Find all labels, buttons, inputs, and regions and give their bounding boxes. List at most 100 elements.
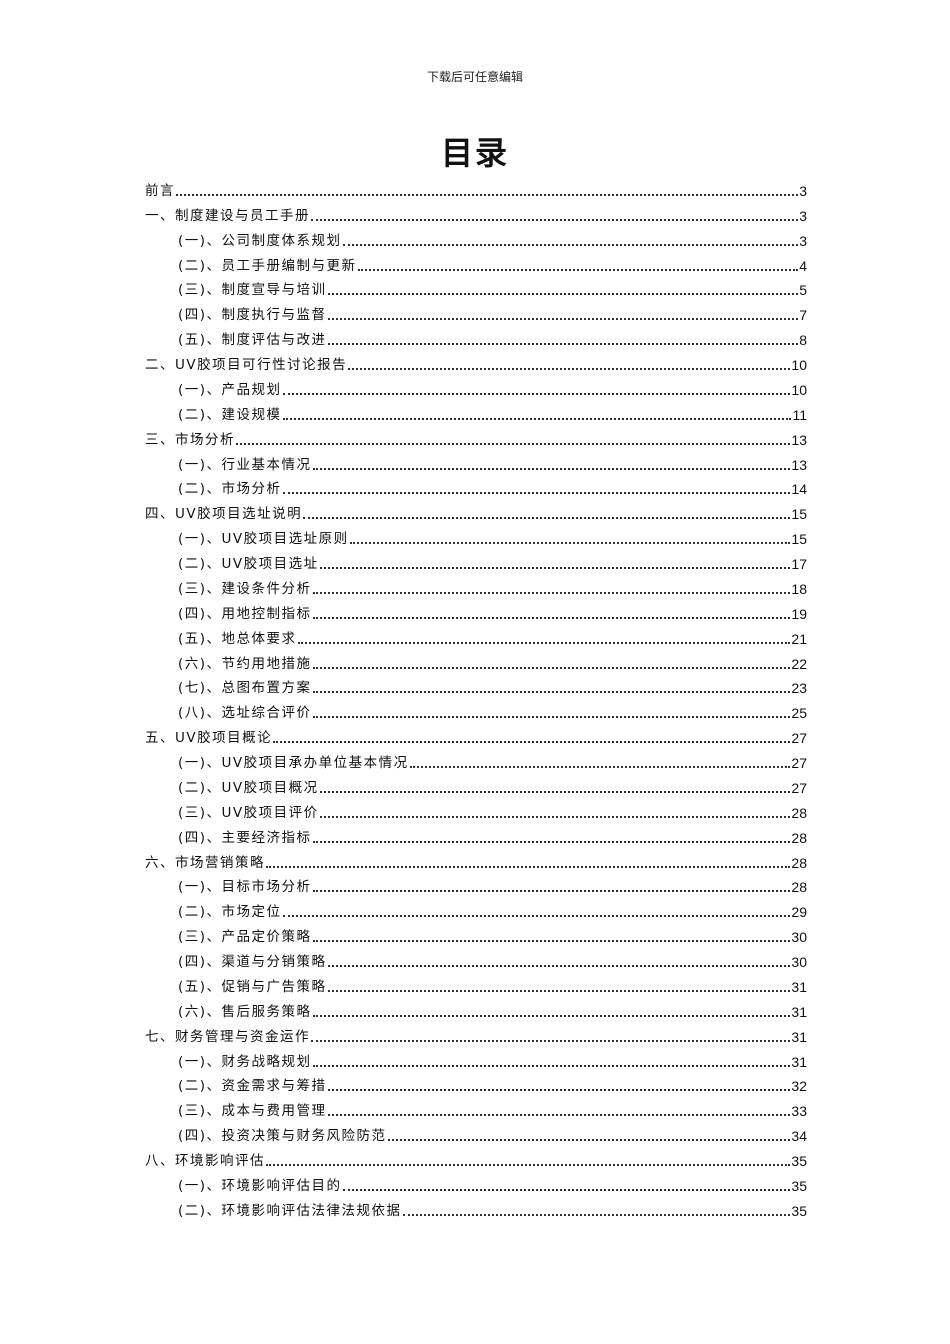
- toc-entry-page: 30: [791, 954, 807, 970]
- toc-entry-label: (一)、公司制度体系规划: [178, 232, 342, 249]
- toc-entry[interactable]: (二)、建设规模 11: [145, 399, 807, 424]
- dot-leader: [282, 417, 792, 420]
- toc-entry[interactable]: (三)、建设条件分析 18: [145, 573, 807, 598]
- toc-entry[interactable]: (一)、目标市场分析 28: [145, 872, 807, 897]
- toc-entry[interactable]: 三、市场分析 13: [145, 424, 807, 449]
- dot-leader: [266, 865, 791, 868]
- toc-entry[interactable]: (二)、市场分析 14: [145, 474, 807, 499]
- toc-entry[interactable]: (四)、用地控制指标 19: [145, 598, 807, 623]
- toc-entry-page: 31: [791, 978, 807, 995]
- toc-entry[interactable]: (八)、选址综合评价 25: [145, 697, 807, 722]
- dot-leader: [402, 1213, 791, 1216]
- toc-entry-page: 34: [791, 1128, 807, 1145]
- toc-entry-page: 30: [791, 929, 807, 946]
- toc-entry[interactable]: (六)、节约用地措施 22: [145, 648, 807, 673]
- toc-entry-page: 35: [791, 1153, 807, 1169]
- toc-entry-label: (二)、UV胶项目概况: [178, 779, 319, 796]
- toc-entry[interactable]: (二)、市场定位 29: [145, 896, 807, 921]
- toc-entry-page: 7: [799, 307, 807, 324]
- toc-entry[interactable]: 四、UV胶项目选址说明 15: [145, 498, 807, 523]
- toc-entry-label: 四、UV胶项目选址说明: [145, 506, 303, 523]
- toc-entry[interactable]: 七、财务管理与资金运作 31: [145, 1021, 807, 1046]
- toc-entry-label: (三)、建设条件分析: [178, 580, 312, 597]
- dot-leader: [297, 641, 791, 644]
- toc-entry-label: (六)、售后服务策略: [178, 1003, 312, 1020]
- toc-entry[interactable]: (一)、产品规划 10: [145, 374, 807, 399]
- toc-entry-label: (四)、投资决策与财务风险防范: [178, 1128, 387, 1145]
- toc-entry[interactable]: (四)、投资决策与财务风险防范 34: [145, 1120, 807, 1145]
- toc-entry-label: (三)、产品定价策略: [178, 929, 312, 946]
- toc-entry[interactable]: (五)、制度评估与改进 8: [145, 324, 807, 349]
- toc-entry[interactable]: (二)、UV胶项目概况 27: [145, 772, 807, 797]
- toc-entry[interactable]: 二、UV胶项目可行性讨论报告 10: [145, 349, 807, 374]
- dot-leader: [327, 1114, 791, 1117]
- dot-leader: [342, 243, 799, 246]
- dot-leader: [312, 1014, 791, 1017]
- dot-leader: [311, 218, 799, 221]
- toc-entry[interactable]: (五)、促销与广告策略 31: [145, 971, 807, 996]
- toc-entry[interactable]: (一)、行业基本情况 13: [145, 449, 807, 474]
- dot-leader: [327, 989, 791, 992]
- dot-leader: [312, 716, 791, 719]
- toc-entry-page: 28: [791, 829, 807, 846]
- dot-leader: [311, 1039, 791, 1042]
- toc-entry[interactable]: (二)、环境影响评估法律法规依据 35: [145, 1195, 807, 1220]
- toc-entry-page: 28: [791, 804, 807, 821]
- toc-entry-page: 14: [791, 481, 807, 498]
- toc-entry[interactable]: 前言 3: [145, 175, 807, 200]
- dot-leader: [312, 840, 791, 843]
- toc-entry[interactable]: (三)、UV胶项目评价 28: [145, 797, 807, 822]
- dot-leader: [282, 492, 791, 495]
- toc-entry[interactable]: (一)、财务战略规划 31: [145, 1046, 807, 1071]
- dot-leader: [303, 517, 791, 520]
- toc-entry-label: (一)、目标市场分析: [178, 879, 312, 896]
- toc-entry[interactable]: 五、UV胶项目概论 27: [145, 722, 807, 747]
- toc-entry[interactable]: (二)、资金需求与筹措 32: [145, 1071, 807, 1096]
- toc-entry[interactable]: (四)、制度执行与监督 7: [145, 299, 807, 324]
- toc-entry[interactable]: (一)、环境影响评估目的 35: [145, 1170, 807, 1195]
- toc-entry-label: (四)、渠道与分销策略: [178, 954, 327, 970]
- toc-entry[interactable]: (一)、公司制度体系规划 3: [145, 225, 807, 250]
- toc-entry-page: 27: [791, 779, 807, 796]
- dot-leader: [349, 542, 791, 545]
- toc-entry-page: 10: [791, 381, 807, 398]
- dot-leader: [327, 1089, 791, 1092]
- toc-entry[interactable]: 一、制度建设与员工手册 3: [145, 200, 807, 225]
- toc-entry-label: (二)、市场分析: [178, 481, 282, 498]
- toc-entry-label: (一)、财务战略规划: [178, 1053, 312, 1070]
- toc-entry[interactable]: (三)、成本与费用管理 33: [145, 1095, 807, 1120]
- toc-entry-label: (二)、资金需求与筹措: [178, 1078, 327, 1095]
- dot-leader: [327, 293, 799, 296]
- toc-entry-label: (一)、UV胶项目承办单位基本情况: [178, 755, 409, 771]
- dot-leader: [312, 1064, 791, 1067]
- toc-entry[interactable]: (六)、售后服务策略 31: [145, 996, 807, 1021]
- toc-entry-label: 三、市场分析: [145, 431, 235, 448]
- dot-leader: [312, 666, 791, 669]
- page-header: 下载后可任意编辑: [426, 70, 523, 84]
- toc-entry[interactable]: (一)、UV胶项目选址原则 15: [145, 523, 807, 548]
- toc-entry-page: 25: [791, 705, 807, 722]
- toc-entry[interactable]: (七)、总图布置方案 23: [145, 673, 807, 698]
- toc-entry[interactable]: (一)、UV胶项目承办单位基本情况 27: [145, 747, 807, 772]
- toc-entry[interactable]: 八、环境影响评估 35: [145, 1145, 807, 1170]
- toc-entry-page: 11: [792, 406, 807, 423]
- toc-entry[interactable]: (五)、地总体要求 21: [145, 623, 807, 648]
- toc-entry[interactable]: (四)、渠道与分销策略 30: [145, 946, 807, 971]
- toc-entry[interactable]: (二)、员工手册编制与更新 4: [145, 250, 807, 275]
- dot-leader: [176, 193, 799, 196]
- toc-entry-label: (一)、UV胶项目选址原则: [178, 531, 349, 548]
- toc-entry-page: 21: [791, 630, 807, 647]
- dot-leader: [312, 591, 791, 594]
- toc-entry[interactable]: (三)、产品定价策略 30: [145, 921, 807, 946]
- toc-entry[interactable]: (四)、主要经济指标 28: [145, 822, 807, 847]
- toc-entry-page: 32: [791, 1078, 807, 1095]
- dot-leader: [312, 467, 791, 470]
- toc-entry[interactable]: (三)、制度宣导与培训 5: [145, 275, 807, 300]
- toc-entry[interactable]: 六、市场营销策略 28: [145, 847, 807, 872]
- toc-entry-label: (二)、建设规模: [178, 406, 282, 423]
- toc-entry-label: (六)、节约用地措施: [178, 655, 312, 672]
- toc-entry-label: 七、财务管理与资金运作: [145, 1028, 310, 1045]
- dot-leader: [282, 392, 791, 395]
- toc-entry-page: 3: [799, 182, 807, 199]
- toc-entry[interactable]: (二)、UV胶项目选址 17: [145, 548, 807, 573]
